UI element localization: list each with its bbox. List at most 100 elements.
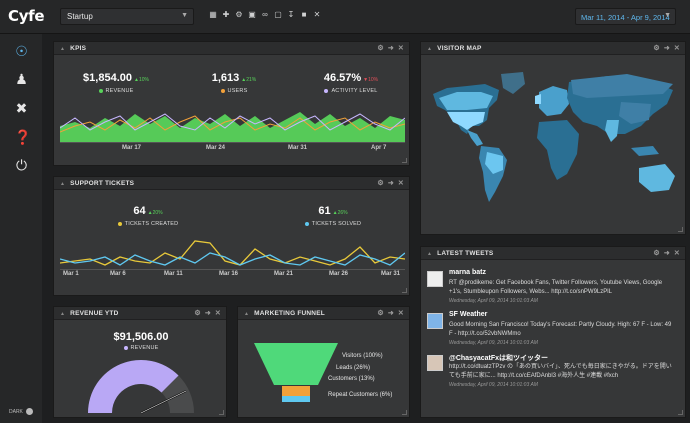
- close-icon[interactable]: ✕: [397, 180, 404, 187]
- x-tick: Mar 17: [122, 145, 142, 151]
- resize-handle[interactable]: [402, 288, 407, 293]
- gear-icon[interactable]: ⚙: [377, 45, 384, 52]
- tweet-author[interactable]: @ChasyacatFxは和ツイッター: [449, 355, 549, 362]
- user-icon[interactable]: ♟: [15, 71, 28, 87]
- widget-title: KPIS: [70, 45, 87, 52]
- tweet-text: RT @prodikeme: Get Facebook Fans, Twitte…: [449, 280, 663, 295]
- widget-header[interactable]: ▲ REVENUE YTD ⚙ ➜ ✕: [54, 307, 226, 320]
- resize-handle[interactable]: [402, 158, 407, 163]
- resize-handle[interactable]: [678, 227, 683, 232]
- revenue-area: [60, 112, 405, 142]
- gear-icon[interactable]: ⚙: [377, 180, 384, 187]
- power-icon[interactable]: ⏻: [15, 157, 28, 173]
- arrow-right-icon[interactable]: ➜: [387, 180, 394, 187]
- marketing-funnel-widget: ▲ MARKETING FUNNEL ⚙ ➜ ✕ Visitors (100%)…: [237, 306, 410, 418]
- date-range-select[interactable]: Mar 11, 2014 - Apr 9, 2014 ▼: [575, 8, 676, 25]
- kpis-chart: [60, 112, 405, 142]
- tools-icon[interactable]: ✖: [15, 100, 28, 116]
- avatar[interactable]: [427, 355, 443, 371]
- resize-handle[interactable]: [219, 410, 224, 415]
- central-america: [467, 130, 483, 146]
- collapse-icon[interactable]: ▲: [427, 46, 433, 52]
- close-icon[interactable]: ✕: [673, 45, 680, 52]
- metric-value: 64: [133, 205, 146, 217]
- date-range-value: Mar 11, 2014 - Apr 9, 2014: [581, 13, 670, 22]
- help-icon[interactable]: ❓: [14, 129, 32, 145]
- collapse-icon[interactable]: ▲: [60, 311, 66, 317]
- arrow-right-icon[interactable]: ➜: [663, 45, 670, 52]
- close-icon[interactable]: ✕: [397, 45, 404, 52]
- arrow-right-icon[interactable]: ➜: [387, 310, 394, 317]
- resize-handle[interactable]: [678, 410, 683, 415]
- greenland: [501, 72, 525, 94]
- widget-header[interactable]: ▲ SUPPORT TICKETS ⚙ ➜ ✕: [54, 177, 409, 190]
- australia: [639, 164, 675, 192]
- dark-mode-toggle[interactable]: DARK: [9, 408, 33, 415]
- tweet-author[interactable]: marna batz: [449, 269, 486, 276]
- close-icon[interactable]: ✕: [214, 310, 221, 317]
- funnel-chart: [254, 343, 338, 402]
- tweet-item: marna batz RT @prodikeme: Get Facebook F…: [427, 269, 673, 311]
- arrow-right-icon[interactable]: ➜: [663, 250, 670, 257]
- metric-change: ▲26%: [332, 210, 348, 216]
- tweet-time: Wednesday, April 09, 2014 10:01:03 AM: [449, 340, 538, 346]
- chevron-down-icon: ▼: [181, 12, 188, 19]
- uk: [535, 94, 541, 104]
- kpi-value: 46.57%: [323, 72, 362, 84]
- gear-icon[interactable]: ⚙: [653, 45, 660, 52]
- avatar[interactable]: [427, 271, 443, 287]
- dashboard-select[interactable]: Startup ▼: [60, 8, 194, 25]
- collapse-icon[interactable]: ▲: [427, 251, 433, 257]
- revenue-ytd-label: REVENUE: [130, 345, 159, 351]
- download-icon[interactable]: ↧: [287, 10, 295, 19]
- close-icon[interactable]: ✕: [673, 250, 680, 257]
- funnel-stage-visitors: [254, 343, 338, 385]
- legend-dot: [324, 88, 329, 93]
- usa: [447, 112, 485, 130]
- users-icon[interactable]: ■: [301, 10, 307, 19]
- tweet-item: @ChasyacatFxは和ツイッター http://t.co/dtuatzTP…: [427, 353, 673, 395]
- gear-icon[interactable]: ⚙: [235, 10, 243, 19]
- legend-dot: [98, 88, 103, 93]
- avatar[interactable]: [427, 313, 443, 329]
- app-logo[interactable]: Cyfe: [8, 7, 45, 25]
- canada: [439, 92, 493, 110]
- revenue-ytd-widget: ▲ REVENUE YTD ⚙ ➜ ✕ $91,506.00 REVENUE: [53, 306, 227, 418]
- widget-title: LATEST TWEETS: [437, 250, 494, 257]
- image-icon[interactable]: ▣: [248, 10, 256, 19]
- close-icon[interactable]: ✕: [313, 10, 321, 19]
- arrow-right-icon[interactable]: ➜: [204, 310, 211, 317]
- widget-title: REVENUE YTD: [70, 310, 119, 317]
- widget-header[interactable]: ▲ LATEST TWEETS ⚙ ➜ ✕: [421, 247, 685, 260]
- plus-icon[interactable]: ✚: [222, 10, 230, 19]
- arrow-right-icon[interactable]: ➜: [387, 45, 394, 52]
- kpi-value: 1,613: [211, 72, 240, 84]
- dark-mode-label: DARK: [9, 408, 23, 415]
- gear-icon[interactable]: ⚙: [377, 310, 384, 317]
- link-icon[interactable]: ∞: [262, 10, 268, 19]
- widget-header[interactable]: ▲ VISITOR MAP ⚙ ➜ ✕: [421, 42, 685, 55]
- gear-icon[interactable]: ⚙: [194, 310, 201, 317]
- monitor-icon[interactable]: ▢: [274, 10, 282, 19]
- widget-header[interactable]: ▲ KPIS ⚙ ➜ ✕: [54, 42, 409, 55]
- tweet-author[interactable]: SF Weather: [449, 311, 488, 318]
- funnel-stage-repeat: [282, 396, 310, 402]
- tickets-created-line: [60, 240, 405, 266]
- widget-header[interactable]: ▲ MARKETING FUNNEL ⚙ ➜ ✕: [238, 307, 409, 320]
- collapse-icon[interactable]: ▲: [60, 181, 66, 187]
- collapse-icon[interactable]: ▲: [244, 311, 250, 317]
- kpi-change: ▲10%: [133, 77, 149, 83]
- resize-handle[interactable]: [402, 410, 407, 415]
- toolbar-icons: ▦ ✚ ⚙ ▣ ∞ ▢ ↧ ■ ✕: [209, 11, 321, 19]
- close-icon[interactable]: ✕: [397, 310, 404, 317]
- x-tick: Mar 11: [164, 271, 183, 277]
- kpi-revenue: $1,854.00 ▲10% REVENUE: [76, 68, 156, 94]
- collapse-icon[interactable]: ▲: [60, 46, 66, 52]
- legend-dot: [123, 345, 128, 350]
- metric-value: 61: [318, 205, 331, 217]
- legend-dot: [220, 88, 225, 93]
- grid-icon[interactable]: ▦: [209, 10, 217, 19]
- compass-icon[interactable]: ☉: [15, 43, 28, 59]
- gear-icon[interactable]: ⚙: [653, 250, 660, 257]
- kpi-change: ▲21%: [241, 77, 257, 83]
